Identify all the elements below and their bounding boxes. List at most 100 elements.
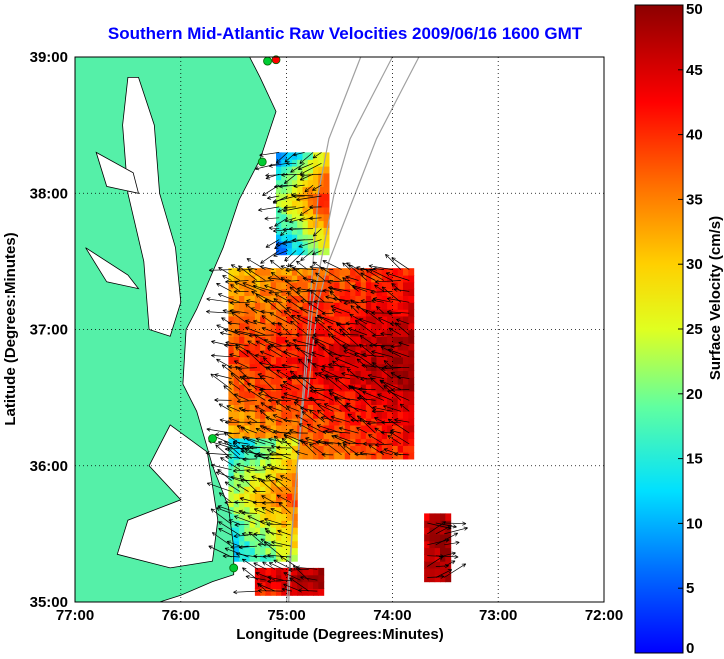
velocity-cell xyxy=(291,384,298,392)
velocity-cell xyxy=(392,288,399,296)
velocity-arrow xyxy=(229,300,249,305)
velocity-arrow xyxy=(322,288,334,293)
velocity-cell xyxy=(408,390,415,399)
velocity-cell xyxy=(360,390,367,399)
velocity-cell xyxy=(323,159,330,167)
velocity-arrow xyxy=(217,505,241,514)
velocity-cell xyxy=(286,336,293,344)
velocity-cell xyxy=(270,370,277,378)
velocity-cell xyxy=(408,322,415,331)
velocity-cell xyxy=(403,384,409,392)
velocity-cell xyxy=(318,152,325,160)
velocity-arrow xyxy=(257,542,283,547)
velocity-cell xyxy=(339,336,346,344)
velocity-arrow xyxy=(287,299,308,314)
velocity-arrow xyxy=(246,265,258,270)
velocity-cell xyxy=(302,220,309,228)
velocity-cell xyxy=(318,234,325,242)
velocity-cell xyxy=(376,336,383,344)
velocity-cell xyxy=(392,384,399,392)
velocity-arrow xyxy=(233,393,249,401)
velocity-cell xyxy=(260,377,266,385)
velocity-cell xyxy=(344,397,351,405)
velocity-cell xyxy=(291,547,298,555)
velocity-cell xyxy=(344,424,351,433)
velocity-cell xyxy=(244,547,251,555)
velocity-cell xyxy=(397,377,404,385)
velocity-cell xyxy=(318,179,325,187)
velocity-cell xyxy=(313,179,319,187)
velocity-arrow xyxy=(391,387,410,393)
velocity-cell xyxy=(260,431,266,440)
velocity-cell xyxy=(387,288,393,296)
velocity-arrow xyxy=(309,388,334,393)
station-marker xyxy=(271,55,281,65)
velocity-cell xyxy=(286,329,293,337)
velocity-cell xyxy=(297,438,304,446)
velocity-cell xyxy=(350,390,356,399)
velocity-cell xyxy=(228,493,235,501)
velocity-cell xyxy=(376,384,383,392)
velocity-cell xyxy=(376,356,383,365)
velocity-cell xyxy=(365,370,372,378)
velocity-arrow xyxy=(240,478,258,483)
velocity-cell xyxy=(334,281,341,290)
velocity-cell xyxy=(286,472,293,480)
velocity-cell xyxy=(365,336,372,344)
velocity-cell xyxy=(276,540,282,549)
velocity-cell xyxy=(360,397,367,405)
velocity-cell xyxy=(392,281,399,290)
velocity-cell xyxy=(440,574,446,583)
velocity-cell xyxy=(228,458,235,467)
velocity-arrow xyxy=(274,184,288,189)
velocity-arrow xyxy=(345,321,359,326)
velocity-arrow xyxy=(361,352,384,358)
velocity-cell xyxy=(302,322,309,331)
velocity-arrow xyxy=(223,328,249,336)
velocity-cell xyxy=(355,268,362,276)
velocity-cell xyxy=(254,554,261,562)
velocity-cell xyxy=(376,288,383,296)
velocity-arrow xyxy=(312,228,322,237)
velocity-cell xyxy=(323,240,330,249)
velocity-cell xyxy=(249,458,256,467)
velocity-cell xyxy=(281,527,288,535)
velocity-arrow xyxy=(285,161,297,166)
velocity-arrow xyxy=(283,350,300,358)
velocity-cell xyxy=(440,554,446,562)
y-tick-label: 36:00 xyxy=(30,458,68,475)
velocity-arrow xyxy=(283,392,308,401)
velocity-arrow xyxy=(306,288,325,293)
velocity-cell xyxy=(239,527,245,535)
velocity-cell xyxy=(291,240,298,249)
velocity-arrow xyxy=(280,277,300,292)
velocity-cell xyxy=(281,574,288,583)
velocity-cell xyxy=(286,513,293,521)
velocity-cell xyxy=(249,452,256,460)
velocity-cell xyxy=(365,275,372,283)
velocity-cell xyxy=(270,554,277,562)
velocity-cell xyxy=(233,465,240,474)
velocity-cell xyxy=(339,268,346,276)
velocity-cell xyxy=(254,438,261,446)
velocity-cell xyxy=(228,438,235,446)
velocity-cell xyxy=(318,247,325,256)
velocity-cell xyxy=(281,479,288,487)
velocity-cell xyxy=(249,431,256,440)
velocity-cell xyxy=(371,438,378,446)
velocity-cell xyxy=(328,336,335,344)
velocity-arrow xyxy=(299,152,314,164)
velocity-cell xyxy=(339,322,346,331)
velocity-cell xyxy=(371,322,378,331)
velocity-cell xyxy=(239,458,245,467)
velocity-cell xyxy=(291,390,298,399)
velocity-arrow xyxy=(248,333,274,338)
velocity-cell xyxy=(387,418,393,426)
velocity-cell xyxy=(350,445,356,453)
velocity-arrow xyxy=(260,402,275,412)
velocity-cell xyxy=(260,554,266,562)
velocity-cell xyxy=(291,452,298,460)
velocity-arrow xyxy=(292,238,314,243)
velocity-cell xyxy=(344,390,351,399)
velocity-cell xyxy=(302,418,309,426)
